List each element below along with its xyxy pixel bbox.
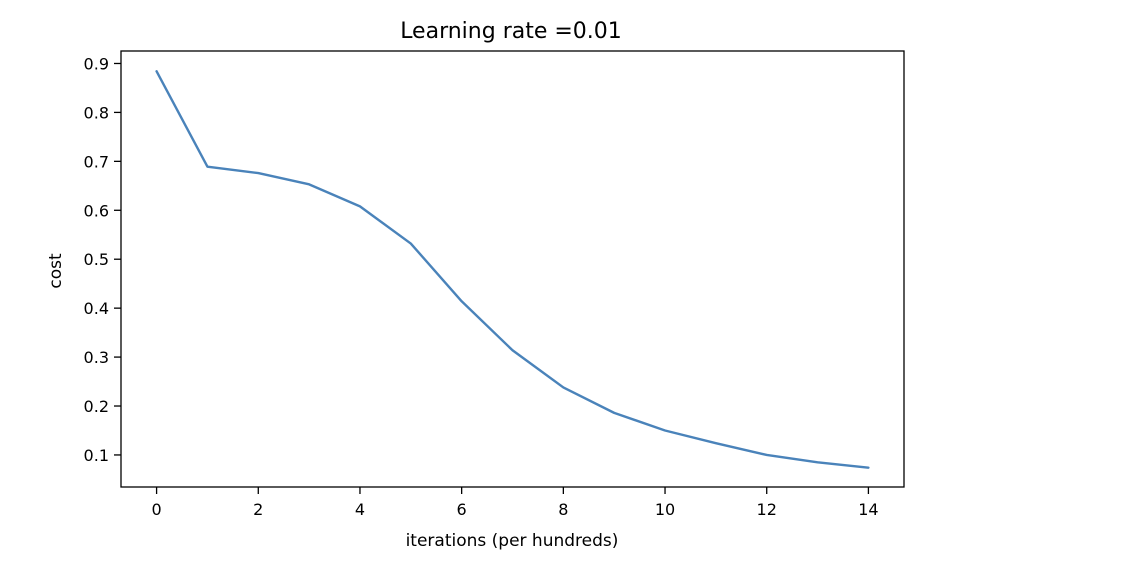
x-tick-label: 6 <box>457 500 467 519</box>
y-tick-label: 0.1 <box>84 446 109 465</box>
y-axis: 0.1 0.2 0.3 0.4 0.5 0.6 0.7 0.8 0.9 <box>84 54 121 465</box>
y-tick-label: 0.2 <box>84 397 109 416</box>
x-axis: 0 2 4 6 8 10 12 14 <box>151 487 879 519</box>
x-tick-label: 2 <box>253 500 263 519</box>
x-tick-label: 4 <box>355 500 365 519</box>
x-tick-label: 8 <box>558 500 568 519</box>
y-tick-label: 0.8 <box>84 103 109 122</box>
x-tick-label: 14 <box>858 500 878 519</box>
x-axis-label: iterations (per hundreds) <box>406 531 619 551</box>
x-tick-label: 12 <box>757 500 777 519</box>
series-line <box>155 70 870 469</box>
x-tick-label: 10 <box>655 500 675 519</box>
y-tick-label: 0.6 <box>84 201 109 220</box>
series-layer <box>155 70 870 469</box>
y-tick-label: 0.3 <box>84 348 109 367</box>
x-tick-label: 0 <box>151 500 161 519</box>
plot-area <box>120 50 905 488</box>
y-tick-label: 0.7 <box>84 152 109 171</box>
y-tick-label: 0.9 <box>84 54 109 73</box>
y-axis-label: cost <box>46 253 66 289</box>
plot-frame <box>120 50 905 488</box>
chart-title: Learning rate =0.01 <box>400 19 622 44</box>
y-tick-label: 0.5 <box>84 250 109 269</box>
y-tick-label: 0.4 <box>84 299 109 318</box>
